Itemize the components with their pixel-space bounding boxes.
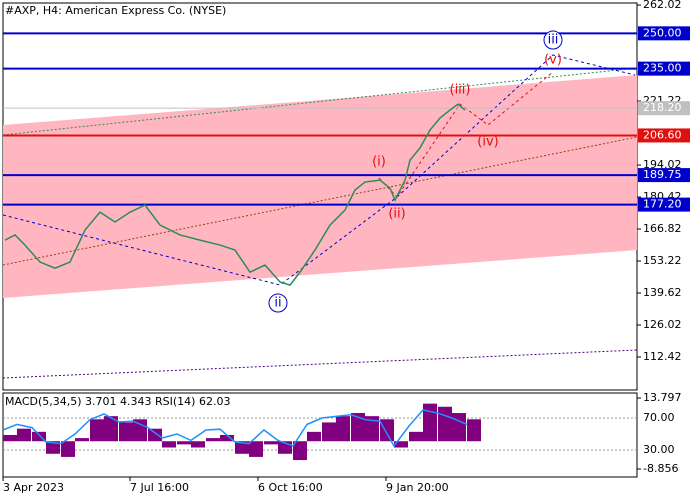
channel-line	[2, 349, 638, 379]
macd-bar	[104, 416, 118, 442]
macd-bar	[293, 441, 307, 461]
macd-bar	[307, 431, 321, 442]
macd-bar	[394, 441, 408, 448]
price-channel	[3, 75, 637, 298]
level-label: 189.75	[643, 168, 682, 181]
y-tick-label: -8.856	[643, 462, 678, 475]
macd-bar	[191, 441, 205, 448]
macd-bar	[409, 431, 423, 442]
y-tick-label: 139.62	[643, 286, 682, 299]
y-tick-label: 126.02	[643, 318, 682, 331]
wave-path	[378, 71, 554, 198]
macd-bar	[322, 422, 336, 442]
macd-bar	[133, 419, 147, 442]
level-label: 206.60	[643, 128, 682, 141]
macd-bar	[90, 419, 104, 442]
level-label: 177.20	[643, 198, 682, 211]
y-tick-label: 112.42	[643, 350, 682, 363]
x-tick-label: 3 Apr 2023	[3, 481, 64, 494]
macd-bar	[351, 413, 365, 442]
level-box	[638, 61, 690, 76]
wave-label: (i)	[372, 155, 386, 170]
wave-circle	[543, 30, 563, 50]
level-label: 235.00	[643, 62, 682, 75]
y-tick-label: 262.02	[643, 0, 682, 11]
indicator-title: MACD(5,34,5) 3.701 4.343 RSI(14) 62.03	[5, 395, 230, 408]
level-box	[638, 26, 690, 41]
macd-bar	[235, 441, 249, 454]
macd-bar	[365, 416, 379, 442]
macd-bar	[46, 441, 60, 454]
y-tick-label: 13.797	[643, 391, 682, 404]
macd-bar	[177, 441, 191, 445]
level-box	[638, 128, 690, 143]
wave-label: (ii)	[388, 207, 405, 222]
wave-label: (v)	[544, 53, 562, 68]
wave-label: (iii)	[450, 83, 471, 98]
macd-bar	[264, 441, 278, 445]
macd-bar	[3, 434, 17, 442]
macd-bar	[467, 419, 481, 442]
current-price-label: 218.20	[643, 101, 682, 114]
y-tick-label: 194.02	[643, 158, 682, 171]
level-box	[638, 168, 690, 183]
x-tick-label: 9 Jan 20:00	[386, 481, 449, 494]
macd-bar	[380, 419, 394, 442]
macd-bar	[452, 413, 466, 442]
macd-bar	[61, 441, 75, 457]
y2-tick-label: 30.00	[643, 443, 675, 456]
x-tick-label: 7 Jul 16:00	[130, 481, 189, 494]
macd-bar	[336, 416, 350, 442]
level-box	[638, 197, 690, 212]
y-tick-label: 153.22	[643, 254, 682, 267]
y-tick-label: 166.82	[643, 222, 682, 235]
macd-bar	[162, 441, 176, 448]
wave-label: (iv)	[477, 135, 498, 150]
wave-label: ii	[274, 296, 281, 311]
macd-bar	[17, 428, 31, 442]
chart-title: #AXP, H4: American Express Co. (NYSE)	[5, 4, 226, 17]
x-tick-label: 6 Oct 16:00	[258, 481, 323, 494]
level-label: 250.00	[643, 26, 682, 39]
wave-circle	[268, 293, 288, 313]
current-price-box	[638, 101, 690, 116]
macd-bar	[438, 406, 452, 442]
macd-bar	[119, 422, 133, 442]
macd-bar	[249, 441, 263, 457]
price-line	[4, 103, 466, 286]
macd-bar	[148, 428, 162, 442]
macd-bar	[423, 403, 437, 442]
macd-bar	[32, 431, 46, 442]
y2-tick-label: 70.00	[643, 411, 675, 424]
macd-bar	[75, 438, 89, 442]
rsi-line	[2, 409, 468, 448]
macd-bar	[220, 434, 234, 442]
macd-bar	[206, 438, 220, 442]
wave-label: iii	[548, 33, 559, 48]
